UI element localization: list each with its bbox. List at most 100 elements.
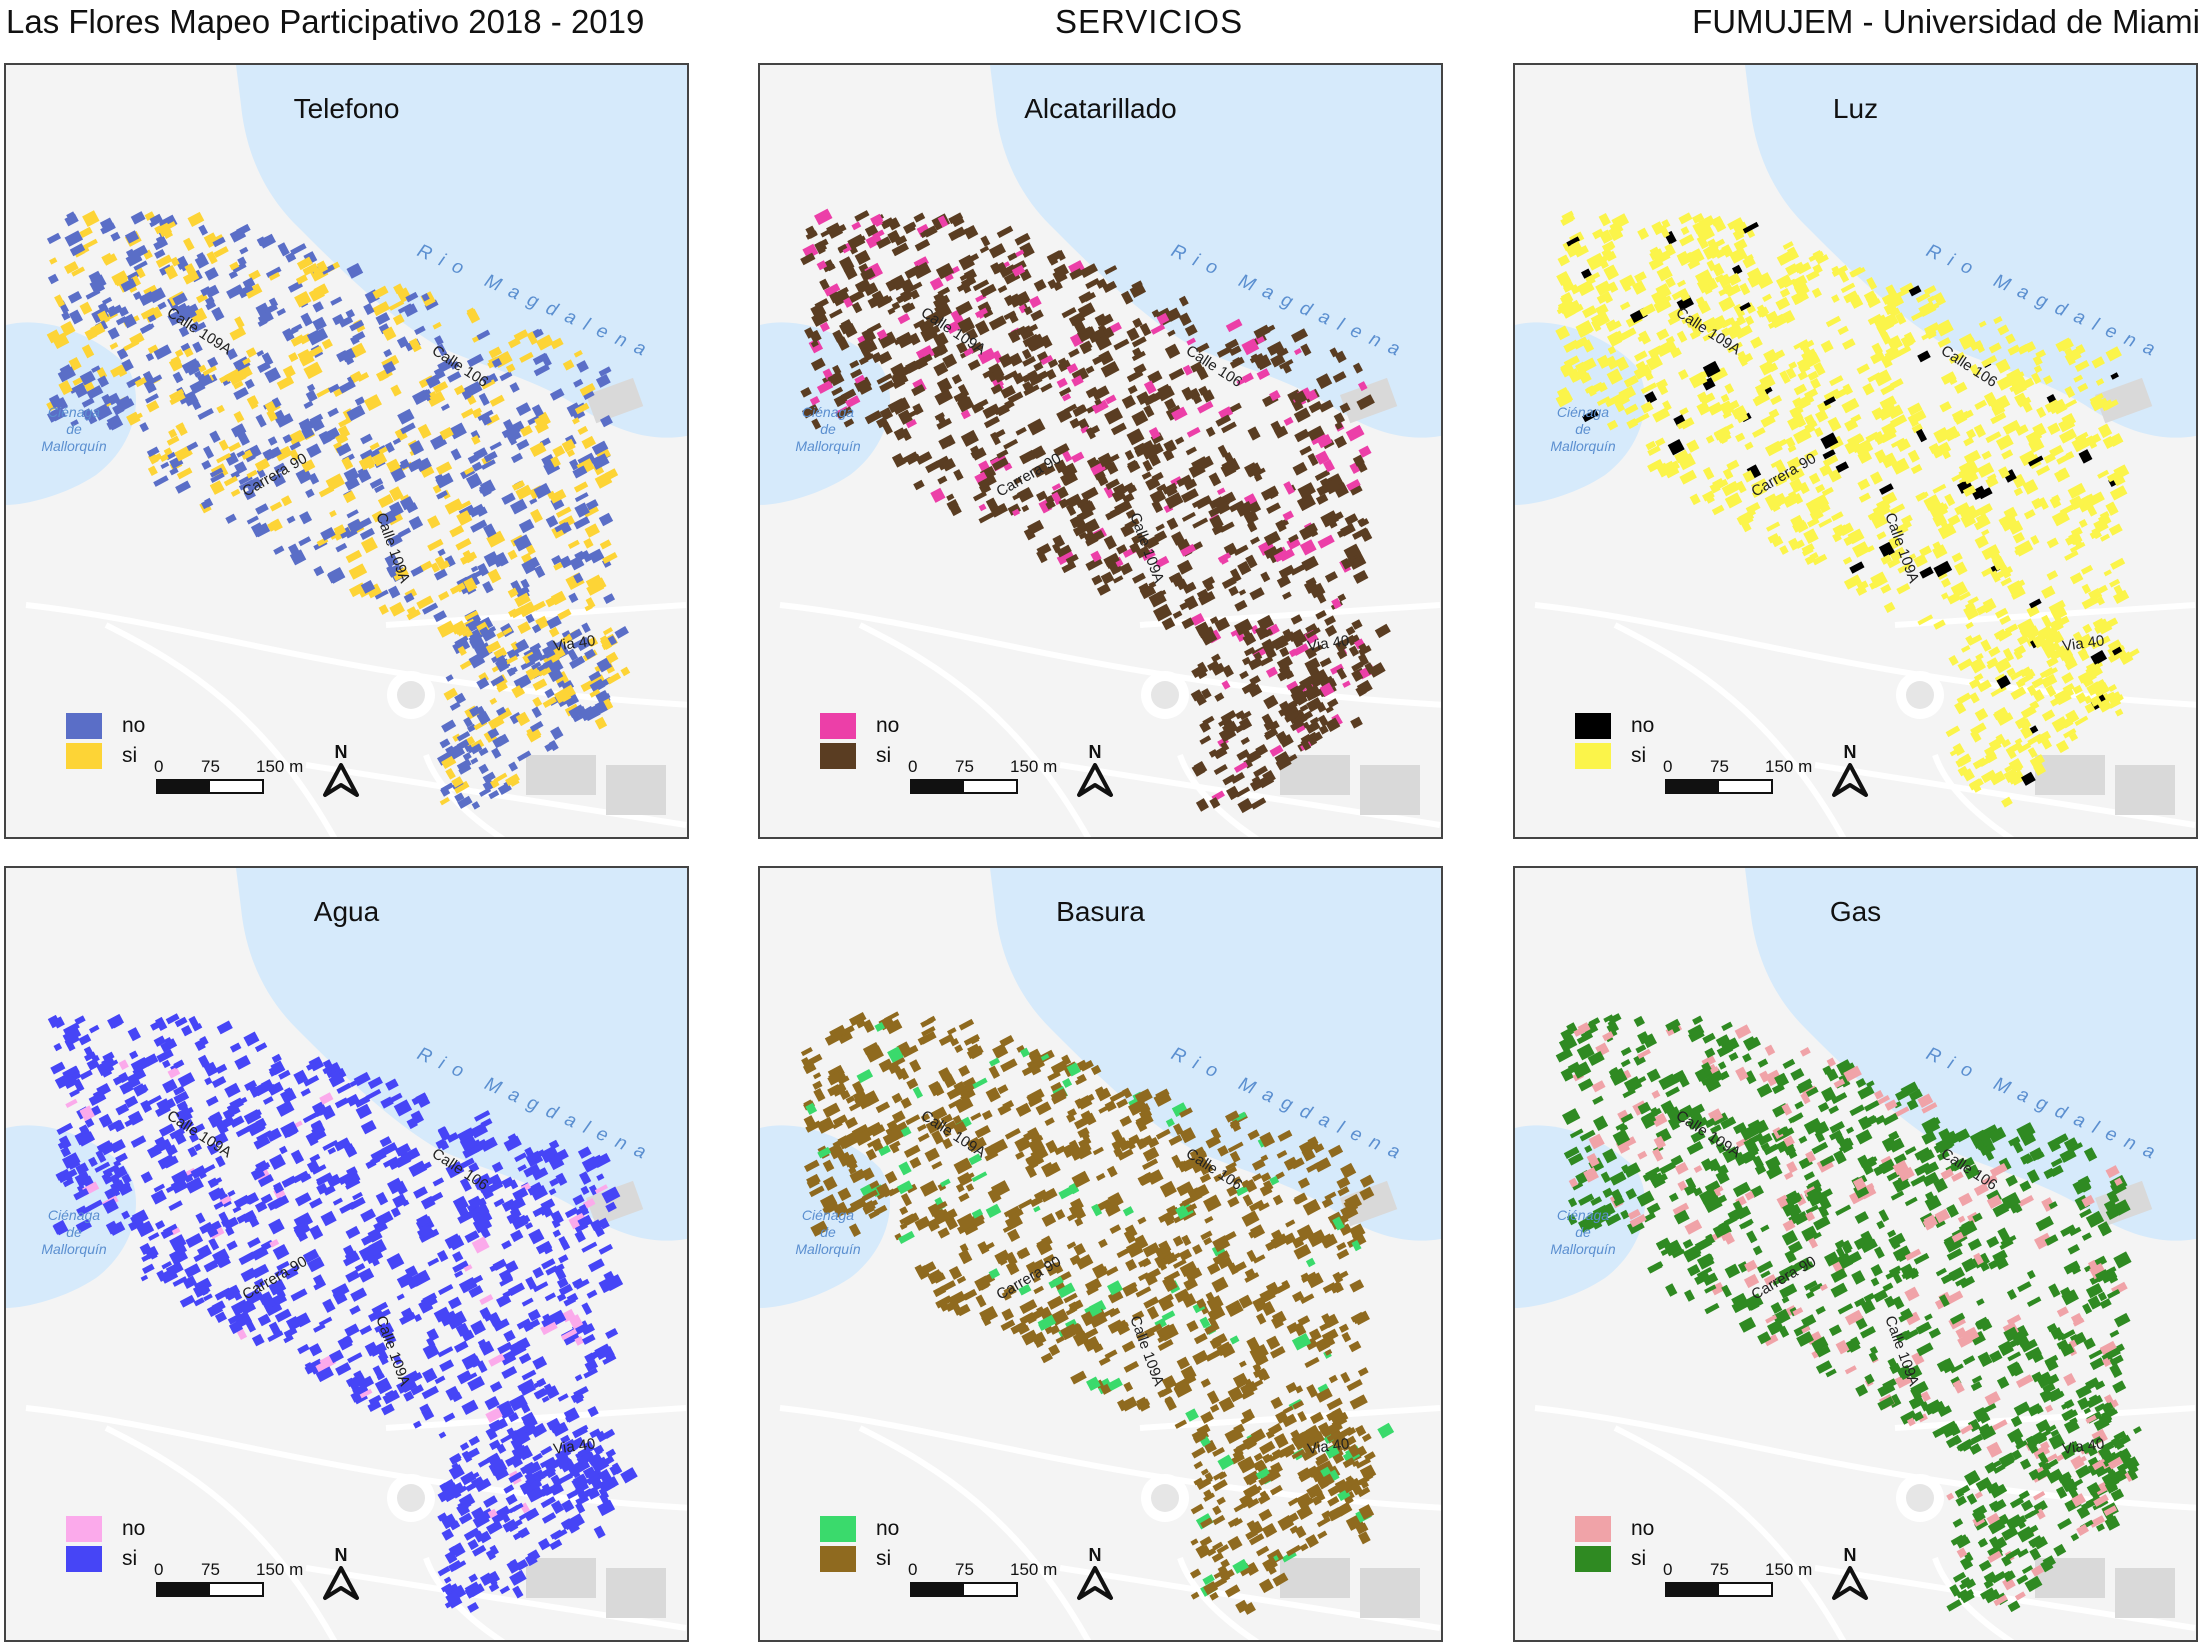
building-block bbox=[1161, 1375, 1177, 1390]
building-block bbox=[173, 1091, 190, 1105]
building-block bbox=[1652, 407, 1671, 423]
building-block bbox=[225, 513, 237, 524]
building-block bbox=[153, 475, 169, 487]
building-block bbox=[1876, 498, 1891, 513]
building-block bbox=[1965, 621, 1974, 630]
building-block bbox=[315, 327, 329, 342]
building-block bbox=[1647, 459, 1664, 473]
building-block bbox=[310, 1120, 326, 1136]
building-block bbox=[454, 635, 469, 647]
building-block bbox=[560, 1458, 576, 1473]
building-block bbox=[582, 1198, 596, 1210]
building-block bbox=[1211, 1276, 1229, 1293]
building-block bbox=[413, 1420, 422, 1429]
building-block bbox=[478, 392, 490, 406]
building-block bbox=[244, 283, 263, 299]
building-block bbox=[1293, 1322, 1307, 1337]
building-block bbox=[156, 1269, 167, 1282]
building-block bbox=[1994, 657, 2012, 674]
scale-bar-graphic bbox=[910, 779, 1018, 794]
building-block bbox=[277, 242, 290, 257]
building-block bbox=[1057, 1282, 1076, 1299]
building-block bbox=[470, 1122, 489, 1139]
building-block bbox=[350, 1287, 368, 1302]
building-block bbox=[940, 1280, 957, 1293]
building-block bbox=[520, 578, 530, 590]
building-block bbox=[1656, 381, 1669, 396]
building-block bbox=[1965, 428, 1977, 440]
building-block bbox=[1030, 1146, 1049, 1163]
building-block bbox=[603, 698, 614, 710]
building-block bbox=[1828, 469, 1842, 483]
building-block bbox=[1350, 716, 1363, 729]
building-block bbox=[1332, 1271, 1344, 1284]
building-block bbox=[450, 361, 460, 370]
building-block bbox=[957, 228, 969, 238]
building-block bbox=[476, 711, 491, 726]
building-block bbox=[895, 400, 905, 409]
building-block bbox=[386, 1253, 405, 1270]
building-block bbox=[861, 1189, 879, 1202]
building-block bbox=[224, 1082, 241, 1098]
building-block bbox=[1238, 1360, 1247, 1368]
building-block bbox=[875, 1101, 891, 1114]
building-block bbox=[1766, 521, 1781, 532]
building-block bbox=[130, 1056, 150, 1074]
building-block bbox=[512, 1585, 524, 1599]
building-block bbox=[1634, 412, 1650, 424]
building-block bbox=[1712, 218, 1727, 233]
building-block bbox=[2031, 372, 2042, 385]
building-block bbox=[1578, 326, 1593, 338]
building-block bbox=[273, 462, 287, 474]
building-block bbox=[1340, 1162, 1357, 1179]
building-block bbox=[1976, 603, 1991, 616]
building-block bbox=[345, 309, 356, 319]
building-block bbox=[1003, 1205, 1020, 1218]
building-block bbox=[1181, 1196, 1195, 1207]
building-block bbox=[1981, 355, 1998, 368]
building-block bbox=[1013, 476, 1023, 485]
building-block bbox=[1090, 1064, 1102, 1076]
building-block bbox=[960, 429, 979, 447]
building-block bbox=[1012, 508, 1021, 517]
building-block bbox=[507, 1133, 517, 1142]
building-block bbox=[1645, 354, 1663, 371]
building-block bbox=[465, 472, 483, 490]
building-block bbox=[530, 508, 543, 523]
building-block bbox=[194, 254, 210, 269]
building-block bbox=[1239, 710, 1252, 721]
building-block bbox=[568, 1513, 585, 1529]
building-block bbox=[1132, 347, 1142, 358]
building-block bbox=[593, 1153, 611, 1169]
building-block bbox=[1774, 492, 1788, 506]
building-block bbox=[814, 208, 833, 226]
building-block bbox=[2055, 645, 2067, 656]
building-block bbox=[408, 1160, 428, 1177]
building-block bbox=[182, 1275, 197, 1289]
building-block bbox=[360, 1119, 377, 1135]
building-block bbox=[1316, 373, 1333, 390]
building-block bbox=[1040, 334, 1053, 349]
building-block bbox=[329, 510, 337, 518]
building-block bbox=[2081, 583, 2092, 595]
building-block bbox=[488, 789, 500, 800]
building-block bbox=[861, 1167, 875, 1181]
building-block bbox=[885, 1125, 901, 1141]
building-block bbox=[439, 738, 451, 749]
building-block bbox=[585, 499, 599, 511]
building-block bbox=[1157, 1339, 1174, 1351]
building-block bbox=[1614, 400, 1626, 413]
building-block bbox=[1771, 535, 1784, 548]
scale-tick-labels: 0 75 150 m bbox=[154, 757, 356, 779]
building-block bbox=[2055, 739, 2070, 754]
building-block bbox=[596, 657, 613, 673]
building-block bbox=[1229, 1335, 1240, 1345]
building-block bbox=[1304, 646, 1317, 660]
scale-tick-75: 75 bbox=[1710, 757, 1729, 776]
building-block bbox=[1951, 472, 1965, 483]
building-block bbox=[271, 1053, 282, 1064]
building-block bbox=[1042, 465, 1056, 476]
building-block bbox=[1269, 389, 1281, 402]
building-block bbox=[171, 1169, 190, 1186]
building-block bbox=[816, 1116, 835, 1134]
